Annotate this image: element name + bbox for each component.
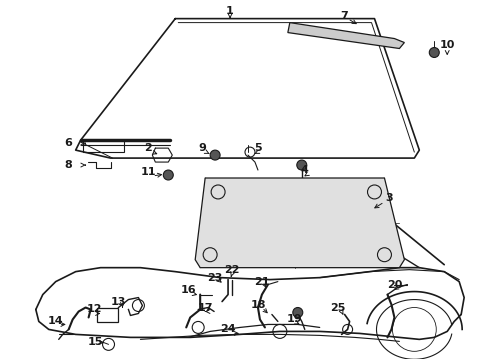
Circle shape — [293, 307, 303, 318]
Text: 2: 2 — [145, 143, 152, 153]
Text: 14: 14 — [48, 316, 64, 327]
Polygon shape — [195, 178, 404, 268]
Text: 1: 1 — [226, 6, 234, 15]
Text: 10: 10 — [440, 40, 455, 50]
Text: 24: 24 — [220, 324, 236, 334]
Text: 20: 20 — [387, 280, 402, 289]
Text: 7: 7 — [341, 11, 348, 21]
Bar — [97, 307, 119, 323]
Text: 5: 5 — [254, 143, 262, 153]
Text: 3: 3 — [386, 193, 393, 203]
Text: 12: 12 — [87, 305, 102, 315]
Text: 6: 6 — [65, 138, 73, 148]
Text: 18: 18 — [250, 300, 266, 310]
Polygon shape — [288, 23, 404, 49]
Text: 8: 8 — [65, 160, 73, 170]
Text: 25: 25 — [330, 302, 345, 312]
Text: 15: 15 — [88, 337, 103, 347]
Text: 23: 23 — [207, 273, 223, 283]
Text: 17: 17 — [197, 302, 213, 312]
Text: 21: 21 — [254, 276, 270, 287]
Text: 13: 13 — [111, 297, 126, 306]
Text: 19: 19 — [287, 314, 303, 324]
Circle shape — [210, 150, 220, 160]
Text: 16: 16 — [180, 284, 196, 294]
Circle shape — [429, 48, 439, 58]
Text: 11: 11 — [141, 167, 156, 177]
Circle shape — [297, 160, 307, 170]
Circle shape — [163, 170, 173, 180]
Text: 9: 9 — [198, 143, 206, 153]
Text: 4: 4 — [301, 165, 309, 175]
Text: 22: 22 — [224, 265, 240, 275]
Bar — [83, 140, 124, 152]
